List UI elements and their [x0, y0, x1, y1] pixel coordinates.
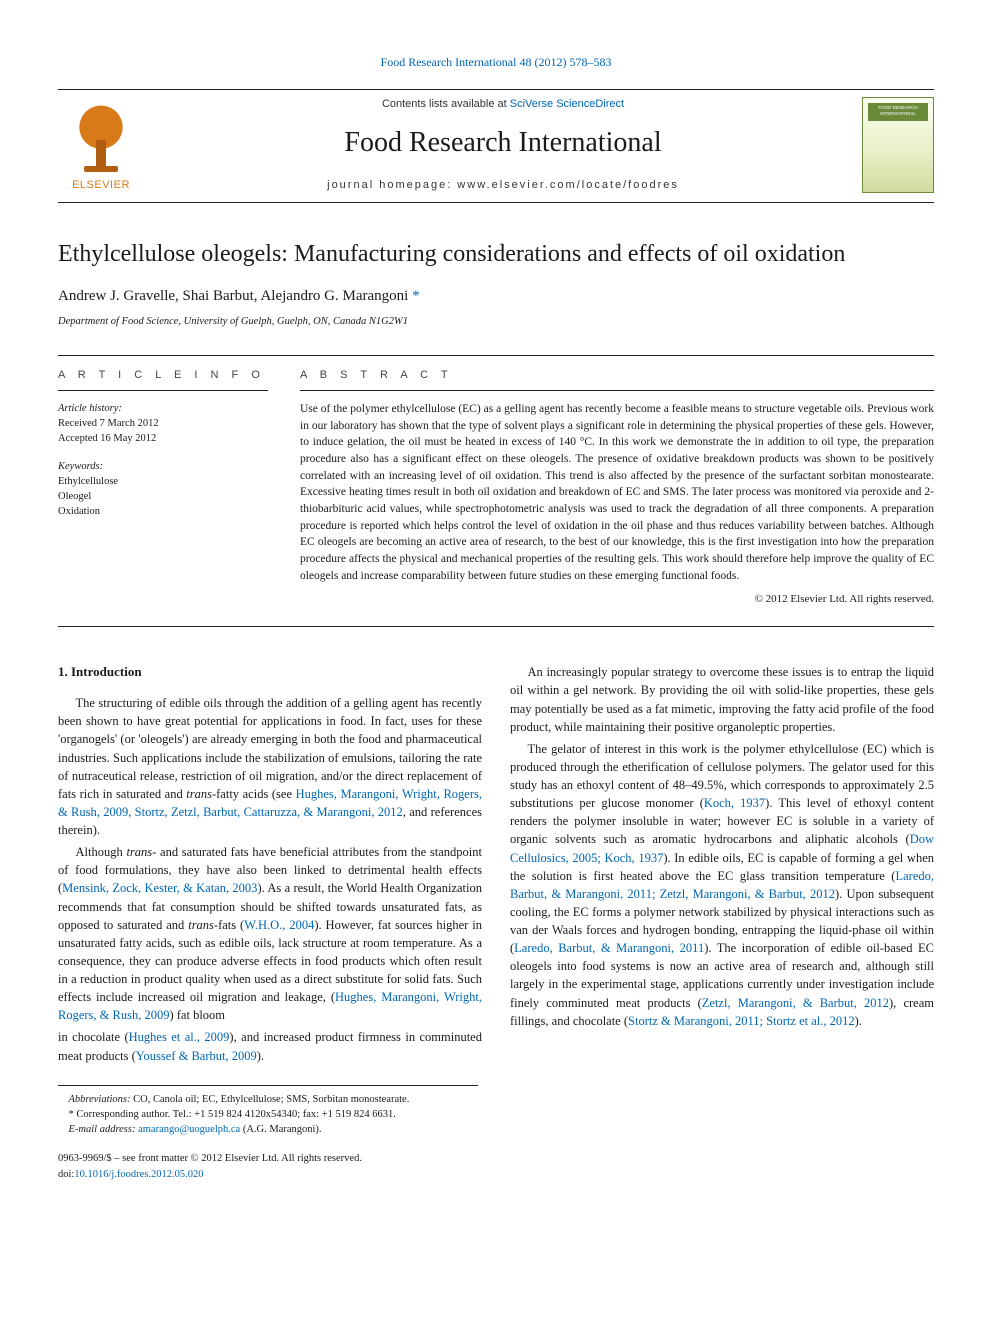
citation-link[interactable]: Youssef & Barbut, 2009	[136, 1049, 257, 1063]
corresponding-author-line: * Corresponding author. Tel.: +1 519 824…	[58, 1107, 478, 1122]
article-info-head: A R T I C L E I N F O	[58, 368, 268, 391]
keyword-1: Ethylcellulose	[58, 474, 268, 489]
history-label: Article history:	[58, 403, 122, 414]
intro-para-4: An increasingly popular strategy to over…	[510, 663, 934, 736]
intro-para-3: in chocolate (Hughes et al., 2009), and …	[58, 1028, 482, 1064]
received-line: Received 7 March 2012	[58, 416, 268, 431]
elsevier-logo: ELSEVIER	[58, 96, 144, 194]
corresponding-mark[interactable]: *	[412, 288, 420, 304]
citation-link[interactable]: W.H.O., 2004	[244, 918, 314, 932]
abstract-column: A B S T R A C T Use of the polymer ethyl…	[300, 368, 934, 608]
copyright-block: 0963-9969/$ – see front matter © 2012 El…	[58, 1151, 934, 1181]
article-title: Ethylcellulose oleogels: Manufacturing c…	[58, 237, 934, 272]
intro-para-2: Although trans- and saturated fats have …	[58, 843, 482, 1024]
abstract-text: Use of the polymer ethylcellulose (EC) a…	[300, 401, 934, 584]
journal-header: ELSEVIER Contents lists available at Sci…	[58, 89, 934, 203]
citation-link[interactable]: Hughes et al., 2009	[129, 1030, 230, 1044]
citation-link[interactable]: Zetzl, Marangoni, & Barbut, 2012	[702, 996, 889, 1010]
keyword-3: Oxidation	[58, 504, 268, 519]
citation-link[interactable]: Laredo, Barbut, & Marangoni, 2011	[514, 941, 704, 955]
intro-para-1: The structuring of edible oils through t…	[58, 694, 482, 839]
article-info-column: A R T I C L E I N F O Article history: R…	[58, 368, 268, 608]
doi-link[interactable]: 10.1016/j.foodres.2012.05.020	[74, 1169, 203, 1180]
authors-text: Andrew J. Gravelle, Shai Barbut, Alejand…	[58, 288, 412, 304]
keywords-label: Keywords:	[58, 461, 103, 472]
elsevier-tree-icon	[62, 96, 140, 174]
authors-line: Andrew J. Gravelle, Shai Barbut, Alejand…	[58, 286, 934, 308]
article-body: 1. Introduction The structuring of edibl…	[58, 663, 934, 1064]
citation-link[interactable]: Mensink, Zock, Kester, & Katan, 2003	[62, 881, 257, 895]
meta-abstract-row: A R T I C L E I N F O Article history: R…	[58, 355, 934, 627]
abstract-head: A B S T R A C T	[300, 368, 934, 391]
citation-link[interactable]: Koch, 1937	[704, 796, 765, 810]
journal-reference-line: Food Research International 48 (2012) 57…	[58, 54, 934, 71]
front-matter-line: 0963-9969/$ – see front matter © 2012 El…	[58, 1151, 934, 1166]
contents-prefix: Contents lists available at	[382, 98, 510, 110]
elsevier-label: ELSEVIER	[58, 178, 144, 194]
keywords-block: Keywords: Ethylcellulose Oleogel Oxidati…	[58, 459, 268, 520]
article-history-block: Article history: Received 7 March 2012 A…	[58, 401, 268, 447]
journal-homepage: journal homepage: www.elsevier.com/locat…	[156, 178, 850, 194]
journal-reference-link[interactable]: Food Research International 48 (2012) 57…	[381, 55, 612, 69]
email-line: E-mail address: amarango@uoguelph.ca (A.…	[58, 1122, 478, 1137]
journal-cover-thumbnail	[862, 97, 934, 193]
email-link[interactable]: amarango@uoguelph.ca	[138, 1124, 240, 1135]
page-root: Food Research International 48 (2012) 57…	[0, 0, 992, 1222]
affiliation: Department of Food Science, University o…	[58, 314, 934, 329]
accepted-line: Accepted 16 May 2012	[58, 431, 268, 446]
citation-link[interactable]: Stortz & Marangoni, 2011; Stortz et al.,…	[628, 1014, 855, 1028]
intro-para-5: The gelator of interest in this work is …	[510, 740, 934, 1030]
footnotes: Abbreviations: CO, Canola oil; EC, Ethyl…	[58, 1085, 478, 1138]
doi-line: doi:10.1016/j.foodres.2012.05.020	[58, 1167, 934, 1182]
sciencedirect-link[interactable]: SciVerse ScienceDirect	[510, 98, 624, 110]
section-heading-intro: 1. Introduction	[58, 663, 482, 682]
abbreviations-line: Abbreviations: CO, Canola oil; EC, Ethyl…	[58, 1092, 478, 1107]
contents-line: Contents lists available at SciVerse Sci…	[156, 97, 850, 113]
journal-title: Food Research International	[156, 123, 850, 164]
abstract-copyright: © 2012 Elsevier Ltd. All rights reserved…	[300, 592, 934, 608]
header-center: Contents lists available at SciVerse Sci…	[144, 97, 862, 193]
keyword-2: Oleogel	[58, 489, 268, 504]
